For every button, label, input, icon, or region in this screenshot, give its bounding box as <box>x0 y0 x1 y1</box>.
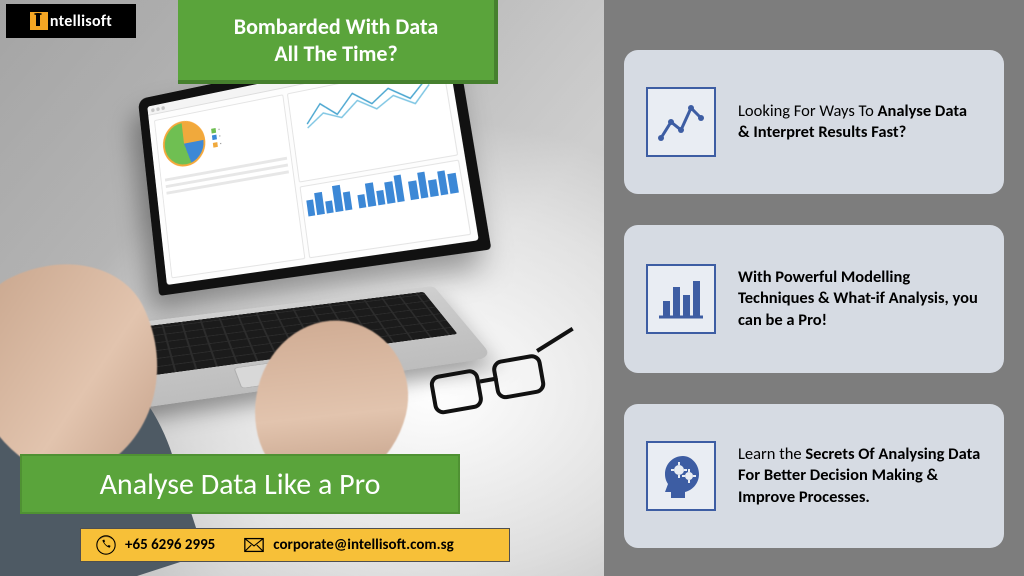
contact-bar: +65 6296 2995 corporate@intellisoft.com.… <box>80 528 510 562</box>
mini-bar-group <box>355 175 405 209</box>
logo-mark-icon <box>30 12 48 30</box>
brand-name: ntellisoft <box>50 12 112 31</box>
feature-text: Learn the Secrets Of Analysing Data For … <box>738 444 982 508</box>
tagline-banner: Analyse Data Like a Pro <box>20 454 460 514</box>
email-cell: corporate@intellisoft.com.sg <box>229 529 467 561</box>
phone-cell: +65 6296 2995 <box>81 529 229 561</box>
headline-line1: Bombarded With Data <box>234 13 438 41</box>
mini-bar-group <box>407 166 459 201</box>
mini-bar-group <box>305 183 353 216</box>
head-gears-icon <box>646 441 716 511</box>
pie-chart-card: ▪▪▪ <box>154 94 305 278</box>
pie-chart-icon <box>161 117 208 170</box>
brand-logo: ntellisoft <box>6 4 136 38</box>
phone-icon <box>95 534 117 556</box>
headline-line2: All The Time? <box>274 40 397 68</box>
right-panel: Looking For Ways To Analyse Data & Inter… <box>604 0 1024 576</box>
line-chart-icon <box>646 87 716 157</box>
left-panel: ntellisoft Bombarded With Data All The T… <box>0 0 604 576</box>
feature-card: With Powerful Modelling Techniques & Wha… <box>624 225 1004 373</box>
bar-chart-icon <box>646 264 716 334</box>
feature-text-prefix: With Powerful Modelling Techniques & Wha… <box>738 267 978 330</box>
headline-banner: Bombarded With Data All The Time? <box>178 0 498 84</box>
envelope-icon <box>243 534 265 556</box>
feature-card: Looking For Ways To Analyse Data & Inter… <box>624 50 1004 194</box>
feature-card: Learn the Secrets Of Analysing Data For … <box>624 404 1004 548</box>
email-address: corporate@intellisoft.com.sg <box>273 536 453 554</box>
pie-legend: ▪▪▪ <box>211 127 222 148</box>
phone-number: +65 6296 2995 <box>125 536 215 554</box>
feature-text: With Powerful Modelling Techniques & Wha… <box>738 267 982 331</box>
feature-text-prefix: Learn the <box>738 444 805 464</box>
infographic-root: ntellisoft Bombarded With Data All The T… <box>0 0 1024 576</box>
feature-text-prefix: Looking For Ways To <box>738 101 878 121</box>
feature-text: Looking For Ways To Analyse Data & Inter… <box>738 101 982 144</box>
tagline-text: Analyse Data Like a Pro <box>100 466 381 503</box>
